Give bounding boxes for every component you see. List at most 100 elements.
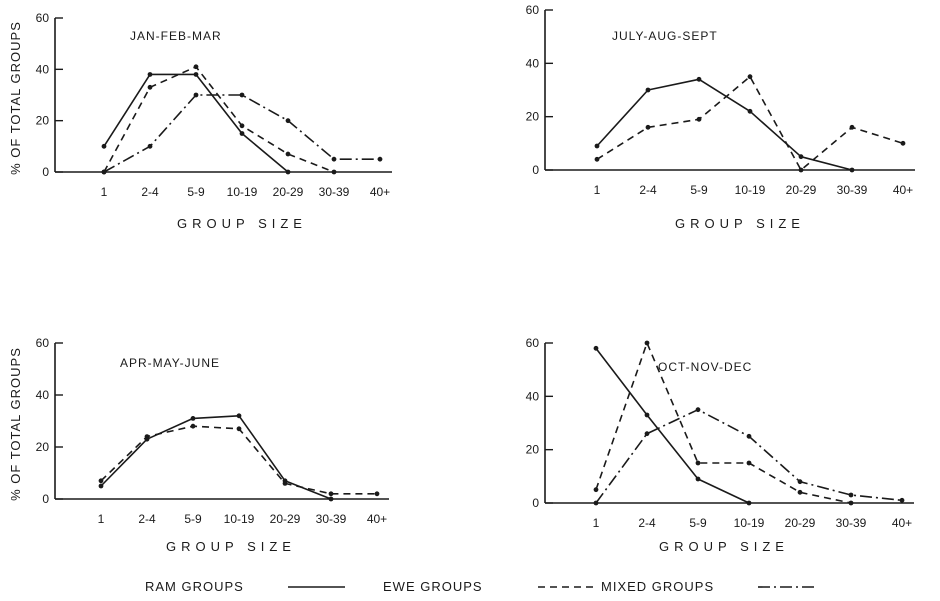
x-tick-label: 5-9	[689, 516, 707, 530]
x-tick-label: 1	[101, 185, 108, 199]
y-tick-label: 60	[36, 11, 50, 25]
chart-apr-may-june: APR-MAY-JUNE % OF TOTAL GROUPS GROUP SIZ…	[8, 336, 389, 554]
x-tick-label: 30-39	[836, 516, 867, 530]
x-tick-label: 40+	[370, 185, 390, 199]
data-point	[285, 118, 291, 124]
data-point	[236, 413, 242, 419]
data-point	[695, 460, 701, 466]
y-tick-label: 40	[526, 389, 540, 403]
data-point	[696, 116, 702, 122]
data-point	[644, 340, 650, 346]
legend-item-ram: RAM GROUPS	[145, 579, 345, 594]
series-line-solid	[596, 78, 853, 171]
legend-label: MIXED GROUPS	[601, 579, 714, 594]
data-point	[849, 124, 855, 130]
data-point	[193, 92, 199, 98]
data-point	[282, 481, 288, 486]
legend-item-ewe: EWE GROUPS	[383, 579, 597, 594]
y-axis-title: % OF TOTAL GROUPS	[8, 347, 23, 501]
legend-item-mixed: MIXED GROUPS	[601, 579, 816, 594]
x-tick-label: 5-9	[690, 183, 708, 197]
data-point	[695, 407, 701, 413]
data-point	[193, 72, 199, 77]
y-tick-label: 60	[526, 336, 540, 350]
data-point	[848, 500, 854, 506]
x-tick-label: 20-29	[270, 512, 301, 526]
x-tick-label: 1	[594, 183, 601, 197]
data-point	[798, 154, 804, 160]
x-tick-label: 20-29	[785, 516, 816, 530]
data-point	[374, 491, 380, 497]
x-tick-label: 2-4	[138, 512, 156, 526]
data-point	[593, 500, 599, 506]
chart-jan-feb-mar: JAN-FEB-MAR % OF TOTAL GROUPS GROUP SIZE…	[8, 11, 392, 231]
data-point	[797, 489, 803, 495]
data-point	[98, 483, 104, 489]
data-point	[190, 423, 196, 429]
x-axis-title: GROUP SIZE	[675, 216, 805, 231]
data-point	[285, 169, 291, 175]
data-point	[746, 500, 752, 506]
x-tick-label: 1	[593, 516, 600, 530]
data-point	[190, 416, 196, 421]
y-tick-label: 20	[526, 443, 540, 457]
data-point	[849, 167, 855, 173]
legend-label: RAM GROUPS	[145, 579, 244, 594]
x-tick-label: 10-19	[224, 512, 255, 526]
x-tick-label: 40+	[892, 516, 912, 530]
data-point	[328, 496, 334, 502]
x-axis-title: GROUP SIZE	[659, 539, 789, 554]
data-point	[593, 345, 599, 351]
x-tick-label: 20-29	[273, 185, 304, 199]
data-point	[239, 92, 245, 98]
legend-label: EWE GROUPS	[383, 579, 483, 594]
data-point	[331, 156, 337, 162]
data-point	[328, 491, 334, 497]
x-tick-label: 2-4	[639, 183, 657, 197]
x-tick-label: 30-39	[319, 185, 350, 199]
data-point	[101, 143, 107, 149]
x-tick-label: 30-39	[837, 183, 868, 197]
chart-oct-nov-dec: OCT-NOV-DEC GROUP SIZE 0 20 40 60 1 2-4 5-9 10-…	[526, 336, 914, 554]
data-point	[797, 479, 803, 485]
data-point	[98, 478, 104, 484]
x-axis-title: GROUP SIZE	[177, 216, 307, 231]
x-axis-title: GROUP SIZE	[166, 539, 296, 554]
data-point	[147, 72, 153, 77]
y-tick-label: 0	[532, 163, 539, 177]
x-tick-label: 20-29	[786, 183, 817, 197]
data-point	[900, 140, 906, 146]
series-line-dashed	[103, 65, 335, 173]
y-axis-title: % OF TOTAL GROUPS	[8, 21, 23, 175]
x-tick-label: 30-39	[316, 512, 347, 526]
series-line-dashed	[100, 425, 377, 495]
data-point	[377, 156, 383, 162]
y-tick-label: 20	[526, 110, 540, 124]
data-point	[645, 87, 651, 93]
data-point	[594, 143, 600, 149]
chart-title: JAN-FEB-MAR	[130, 29, 222, 43]
x-tick-label: 10-19	[735, 183, 766, 197]
data-point	[331, 169, 337, 175]
y-tick-label: 60	[526, 3, 540, 17]
y-tick-label: 20	[36, 114, 50, 128]
x-tick-label: 40+	[367, 512, 387, 526]
data-point	[239, 131, 245, 136]
data-point	[696, 76, 702, 82]
data-point	[236, 426, 242, 432]
data-point	[101, 169, 107, 175]
chart-title: OCT-NOV-DEC	[658, 360, 752, 374]
data-point	[644, 431, 650, 437]
data-point	[746, 460, 752, 466]
chart-title: APR-MAY-JUNE	[120, 356, 220, 370]
chart-july-aug-sept: JULY-AUG-SEPT GROUP SIZE 0 20 40 60 1 2-4 5-9 1…	[526, 3, 915, 231]
data-point	[747, 108, 753, 114]
data-point	[239, 123, 245, 129]
y-tick-label: 40	[36, 388, 50, 402]
y-tick-label: 60	[36, 336, 50, 350]
y-tick-label: 20	[36, 440, 50, 454]
data-point	[147, 143, 153, 149]
x-tick-label: 10-19	[227, 185, 258, 199]
y-tick-label: 0	[532, 496, 539, 510]
data-point	[147, 84, 153, 90]
